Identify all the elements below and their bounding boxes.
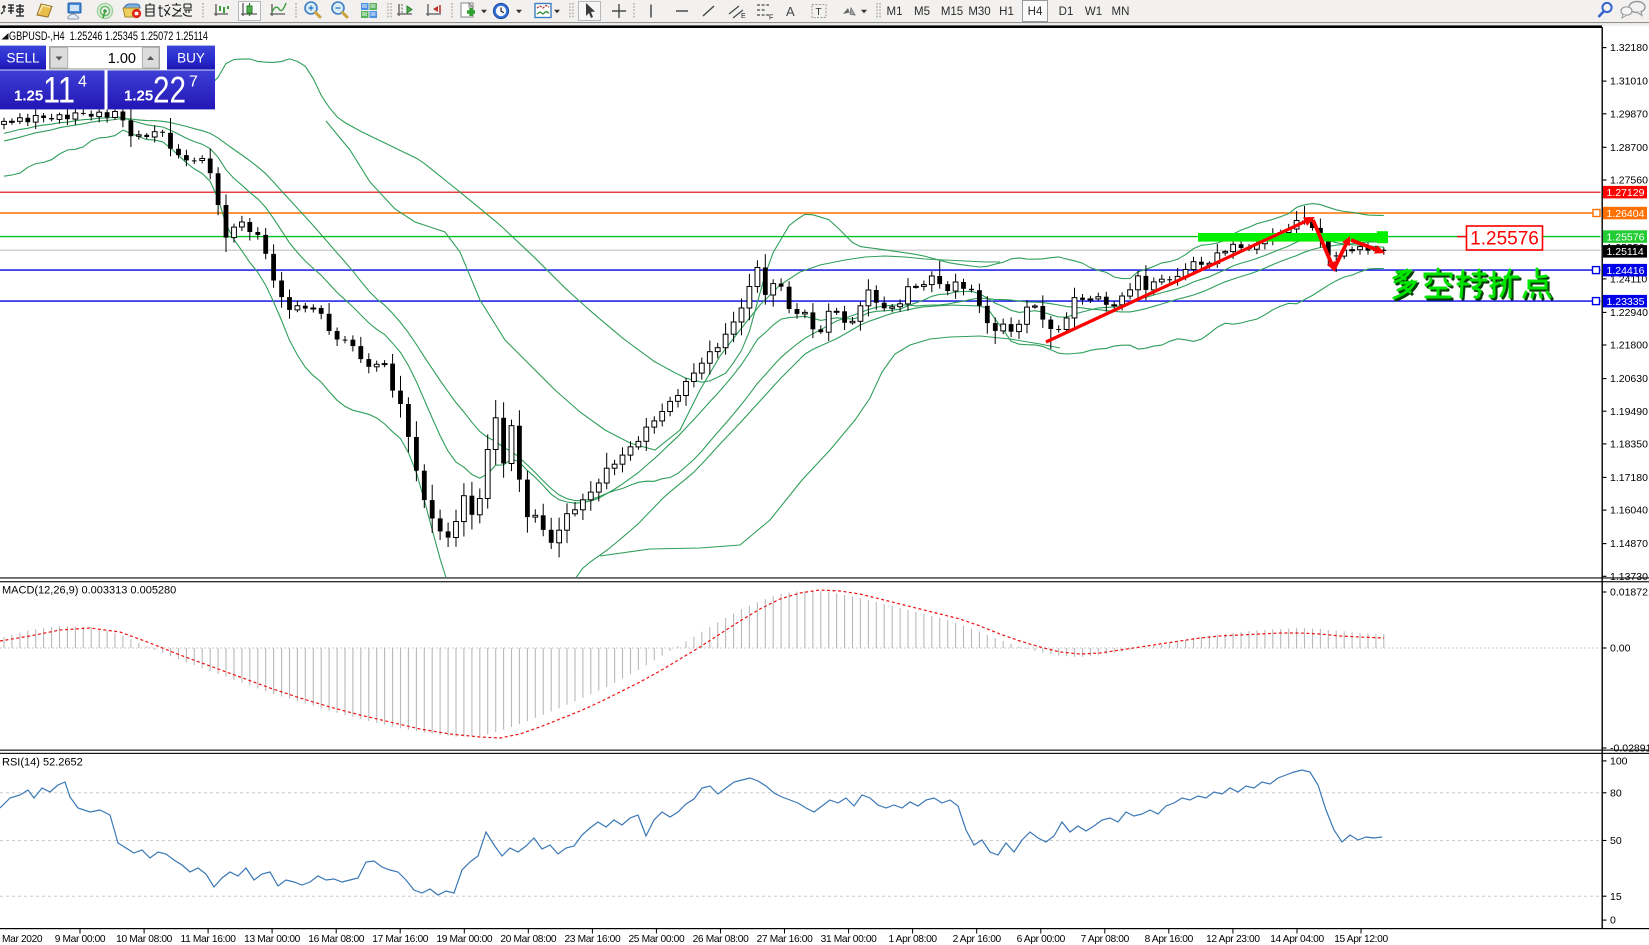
- svg-text:1.27129: 1.27129: [1607, 187, 1645, 199]
- svg-text:0: 0: [1610, 915, 1616, 927]
- svg-text:1.22940: 1.22940: [1610, 307, 1648, 319]
- svg-text:-0.028913: -0.028913: [1610, 743, 1649, 755]
- svg-text:D1: D1: [1059, 6, 1074, 18]
- svg-text:20 Mar 08:00: 20 Mar 08:00: [500, 934, 557, 945]
- svg-text:19 Mar 00:00: 19 Mar 00:00: [436, 934, 493, 945]
- svg-text:4: 4: [78, 74, 87, 91]
- svg-text:1.24110: 1.24110: [1610, 274, 1647, 286]
- svg-text:M5: M5: [914, 6, 930, 18]
- svg-text:1 Apr 08:00: 1 Apr 08:00: [888, 934, 937, 945]
- svg-text:MN: MN: [1112, 6, 1130, 18]
- svg-text:16 Mar 08:00: 16 Mar 08:00: [308, 934, 365, 945]
- svg-text:23 Mar 16:00: 23 Mar 16:00: [564, 934, 621, 945]
- svg-text:11 Mar 16:00: 11 Mar 16:00: [181, 934, 237, 945]
- svg-text:BUY: BUY: [177, 51, 205, 66]
- svg-text:25 Mar 00:00: 25 Mar 00:00: [628, 934, 685, 945]
- svg-text:1.16040: 1.16040: [1610, 505, 1648, 517]
- svg-text:W1: W1: [1085, 6, 1102, 18]
- svg-text:1.14870: 1.14870: [1610, 538, 1648, 550]
- svg-text:E: E: [741, 13, 746, 20]
- svg-text:0.00: 0.00: [1610, 643, 1631, 655]
- svg-text:50: 50: [1610, 835, 1622, 847]
- svg-text:1.25114: 1.25114: [1607, 246, 1644, 258]
- svg-text:1.21800: 1.21800: [1610, 340, 1648, 352]
- svg-text:2 Apr 16:00: 2 Apr 16:00: [953, 934, 1002, 945]
- svg-text:6 Apr 00:00: 6 Apr 00:00: [1017, 934, 1066, 945]
- svg-text:8 Apr 16:00: 8 Apr 16:00: [1145, 934, 1194, 945]
- svg-text:T: T: [816, 7, 822, 18]
- svg-text:12 Apr 23:00: 12 Apr 23:00: [1206, 934, 1260, 945]
- svg-text:1.25: 1.25: [14, 88, 43, 105]
- svg-text:RSI(14) 52.2652: RSI(14) 52.2652: [2, 757, 83, 769]
- svg-text:1.25576: 1.25576: [1607, 231, 1645, 243]
- svg-text:Mar 2020: Mar 2020: [2, 934, 43, 945]
- svg-text:80: 80: [1610, 787, 1622, 799]
- svg-text:1.29870: 1.29870: [1610, 108, 1648, 120]
- svg-text:1.20630: 1.20630: [1610, 373, 1648, 385]
- svg-text:1.00: 1.00: [108, 51, 136, 67]
- svg-text:1.32180: 1.32180: [1610, 42, 1648, 54]
- svg-text:M1: M1: [887, 6, 903, 18]
- svg-text:H1: H1: [999, 6, 1014, 18]
- svg-text:1.19490: 1.19490: [1610, 406, 1648, 418]
- svg-text:1.25576: 1.25576: [1470, 229, 1539, 250]
- svg-text:7: 7: [189, 74, 198, 91]
- svg-text:1.18350: 1.18350: [1610, 439, 1648, 451]
- svg-text:1.23335: 1.23335: [1607, 296, 1645, 308]
- svg-text:15: 15: [1610, 891, 1622, 903]
- svg-text:7 Apr 08:00: 7 Apr 08:00: [1081, 934, 1130, 945]
- svg-text:SELL: SELL: [6, 51, 40, 66]
- svg-text:31 Mar 00:00: 31 Mar 00:00: [821, 934, 878, 945]
- svg-text:15 Apr 12:00: 15 Apr 12:00: [1334, 934, 1388, 945]
- svg-text:11: 11: [43, 70, 75, 111]
- svg-text:10 Mar 08:00: 10 Mar 08:00: [116, 934, 173, 945]
- svg-text:M15: M15: [941, 6, 963, 18]
- svg-text:A: A: [786, 4, 795, 19]
- svg-text:M30: M30: [968, 6, 990, 18]
- svg-text:H4: H4: [1028, 6, 1043, 18]
- svg-text:1.24416: 1.24416: [1607, 265, 1645, 277]
- svg-text:13 Mar 00:00: 13 Mar 00:00: [244, 934, 301, 945]
- svg-text:F: F: [769, 15, 773, 22]
- svg-text:1.26404: 1.26404: [1607, 208, 1645, 220]
- svg-text:1.25: 1.25: [124, 88, 153, 105]
- svg-text:0.018721: 0.018721: [1610, 587, 1649, 599]
- svg-text:1.17180: 1.17180: [1610, 472, 1648, 484]
- svg-text:26 Mar 08:00: 26 Mar 08:00: [693, 934, 750, 945]
- svg-text:MACD(12,26,9) 0.003313 0.00528: MACD(12,26,9) 0.003313 0.005280: [2, 585, 176, 597]
- svg-text:27 Mar 16:00: 27 Mar 16:00: [757, 934, 814, 945]
- svg-text:9 Mar 00:00: 9 Mar 00:00: [55, 934, 106, 945]
- svg-text:GBPUSD-,H4 1.25246 1.25345 1.: GBPUSD-,H4 1.25246 1.25345 1.25072 1.251…: [9, 31, 208, 43]
- svg-text:17 Mar 16:00: 17 Mar 16:00: [372, 934, 429, 945]
- svg-text:1.13730: 1.13730: [1610, 571, 1648, 583]
- svg-text:100: 100: [1610, 756, 1628, 768]
- svg-text:1.27560: 1.27560: [1610, 175, 1648, 187]
- svg-text:1.31010: 1.31010: [1610, 76, 1648, 88]
- svg-text:14 Apr 04:00: 14 Apr 04:00: [1270, 934, 1324, 945]
- svg-text:22: 22: [153, 70, 186, 111]
- svg-text:1.28700: 1.28700: [1610, 142, 1648, 154]
